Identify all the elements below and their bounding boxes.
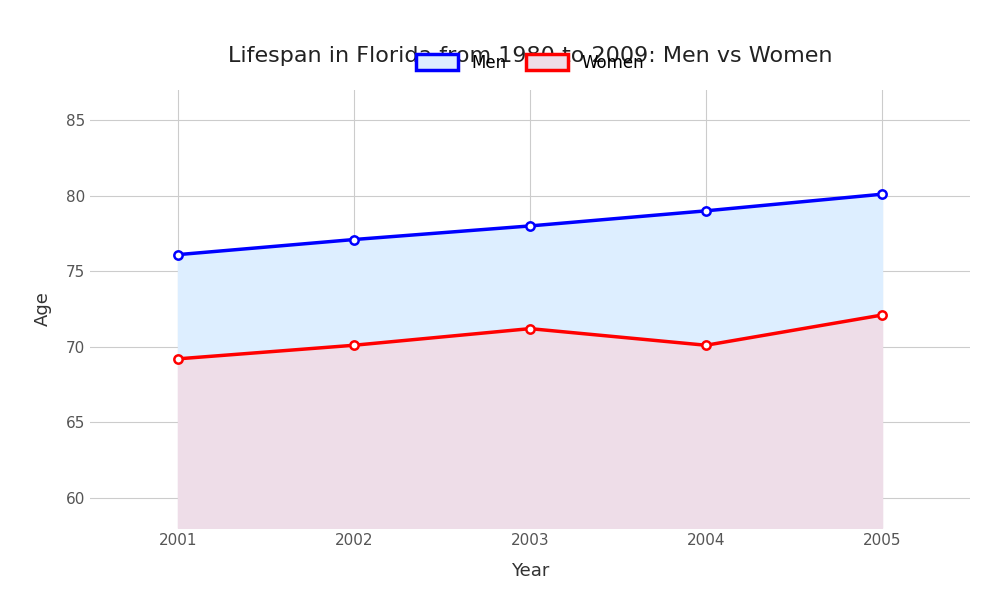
X-axis label: Year: Year bbox=[511, 562, 549, 580]
Legend: Men, Women: Men, Women bbox=[408, 46, 652, 80]
Y-axis label: Age: Age bbox=[34, 292, 52, 326]
Title: Lifespan in Florida from 1980 to 2009: Men vs Women: Lifespan in Florida from 1980 to 2009: M… bbox=[228, 46, 832, 66]
